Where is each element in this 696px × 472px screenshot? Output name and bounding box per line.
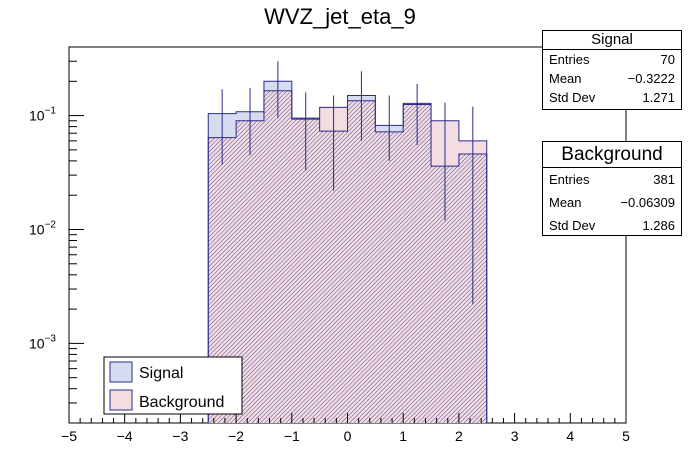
hatch-bar-7	[403, 104, 432, 424]
stat-row-stddev: Std Dev 1.286	[543, 214, 681, 237]
stat-value: −0.3222	[627, 71, 675, 86]
stat-value: 381	[653, 172, 675, 187]
x-tick-label: −5	[61, 428, 77, 444]
x-tick-label: −4	[117, 428, 133, 444]
x-tick-label: 4	[566, 428, 574, 444]
y-tick-label: 10−1	[29, 106, 56, 124]
stat-label: Entries	[549, 172, 590, 187]
background-stats-box: Background Entries 381 Mean −0.06309 Std…	[542, 141, 682, 236]
x-tick-label: 2	[455, 428, 463, 444]
stat-row-mean: Mean −0.3222	[543, 69, 681, 88]
stat-row-entries: Entries 381	[543, 168, 681, 191]
legend-swatch-background	[109, 389, 133, 411]
x-tick-label: −2	[228, 428, 244, 444]
signal-stats-box: Signal Entries 70 Mean −0.3222 Std Dev 1…	[542, 30, 682, 110]
stat-row-stddev: Std Dev 1.271	[543, 88, 681, 107]
x-tick-label: −1	[284, 428, 300, 444]
background-stats-title: Background	[543, 142, 681, 168]
hatch-bar-2	[263, 90, 292, 423]
x-tick-label: 1	[399, 428, 407, 444]
stat-label: Std Dev	[549, 90, 596, 105]
legend-label-background: Background	[139, 394, 224, 411]
stat-label: Std Dev	[549, 218, 596, 233]
x-tick-label: 5	[622, 428, 630, 444]
chart-title: WVZ_jet_eta_9	[264, 4, 416, 29]
hatch-bar-5	[347, 100, 376, 423]
y-tick-label: 10−3	[29, 333, 56, 351]
stat-row-entries: Entries 70	[543, 50, 681, 69]
stat-label: Mean	[549, 71, 582, 86]
stat-label: Mean	[549, 195, 582, 210]
stat-value: 70	[660, 52, 675, 67]
error-bars-layer	[221, 61, 474, 305]
stat-value: 1.271	[642, 90, 675, 105]
stat-value: 1.286	[642, 218, 675, 233]
signal-stats-title: Signal	[543, 31, 681, 50]
hatch-bar-6	[375, 131, 404, 423]
x-tick-label: 3	[511, 428, 519, 444]
stat-value: −0.06309	[620, 195, 675, 210]
y-tick-label: 10−2	[29, 219, 56, 237]
legend-label-signal: Signal	[139, 365, 183, 382]
legend: Signal Background	[103, 356, 243, 415]
axes-layer: −5 −4 −3 −2 −1 0 1 2 3 4 5 10−3 10−2 10−1	[29, 46, 630, 444]
stat-label: Entries	[549, 52, 590, 67]
x-tick-label: 0	[344, 428, 352, 444]
legend-swatch-signal	[109, 361, 133, 383]
x-tick-label: −3	[172, 428, 188, 444]
stat-row-mean: Mean −0.06309	[543, 191, 681, 214]
